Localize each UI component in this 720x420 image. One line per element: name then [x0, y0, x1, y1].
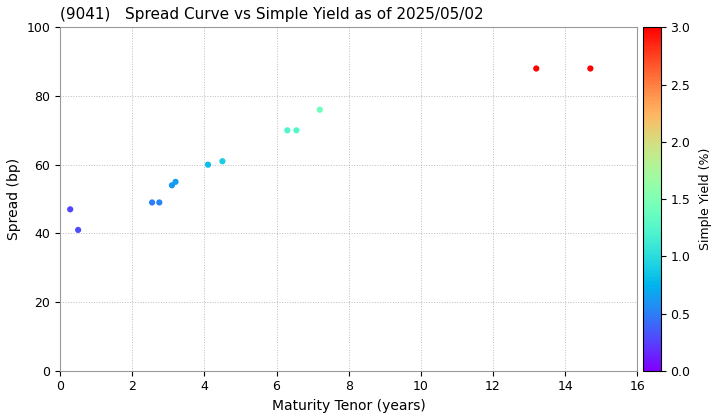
Point — [217, 158, 228, 165]
Point — [585, 65, 596, 72]
Point — [166, 182, 178, 189]
Point — [170, 178, 181, 185]
Point — [291, 127, 302, 134]
Point — [314, 106, 325, 113]
Text: (9041)   Spread Curve vs Simple Yield as of 2025/05/02: (9041) Spread Curve vs Simple Yield as o… — [60, 7, 484, 22]
Point — [282, 127, 293, 134]
Point — [146, 199, 158, 206]
Y-axis label: Spread (bp): Spread (bp) — [7, 158, 21, 240]
Y-axis label: Simple Yield (%): Simple Yield (%) — [698, 148, 711, 250]
Point — [153, 199, 165, 206]
Point — [64, 206, 76, 213]
X-axis label: Maturity Tenor (years): Maturity Tenor (years) — [272, 399, 426, 413]
Point — [202, 161, 214, 168]
Point — [531, 65, 542, 72]
Point — [73, 226, 84, 233]
